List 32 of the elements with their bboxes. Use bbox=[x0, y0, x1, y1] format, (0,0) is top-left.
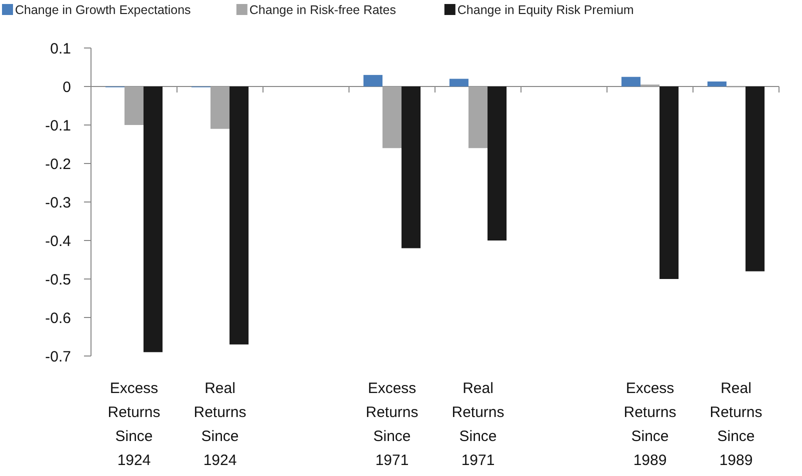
bar bbox=[707, 81, 726, 86]
y-tick-label: -0.5 bbox=[45, 271, 71, 288]
bar bbox=[468, 86, 488, 148]
bar bbox=[449, 78, 468, 86]
y-tick-label: -0.1 bbox=[45, 117, 71, 134]
y-tick-label: -0.7 bbox=[45, 348, 71, 366]
bar bbox=[488, 86, 507, 240]
x-tick-label: Excess Returns Since 1924 bbox=[108, 380, 160, 469]
bar bbox=[230, 86, 249, 344]
bar bbox=[660, 86, 679, 279]
x-tick-label: Real Returns Since 1989 bbox=[710, 380, 762, 469]
bar bbox=[363, 74, 382, 86]
y-tick-label: -0.2 bbox=[45, 156, 71, 173]
bar bbox=[746, 86, 765, 272]
legend-label: Change in Risk-free Rates bbox=[249, 3, 396, 17]
legend-label: Change in Growth Expectations bbox=[15, 3, 191, 17]
bar bbox=[144, 86, 163, 352]
y-tick-label: 0 bbox=[62, 78, 71, 96]
x-tick-label: Excess Returns Since 1971 bbox=[366, 380, 418, 469]
x-tick-label: Real Returns Since 1924 bbox=[194, 380, 246, 469]
bar bbox=[124, 86, 144, 125]
y-tick-label: -0.3 bbox=[45, 194, 71, 212]
y-tick-label: -0.4 bbox=[45, 232, 71, 250]
bar bbox=[382, 86, 402, 148]
y-tick-label: -0.6 bbox=[45, 310, 71, 327]
y-tick-label: 0.1 bbox=[50, 40, 71, 58]
legend-label: Change in Equity Risk Premium bbox=[457, 3, 634, 17]
x-tick-label: Real Returns Since 1971 bbox=[452, 380, 504, 469]
bar bbox=[621, 76, 640, 86]
bar bbox=[402, 86, 421, 248]
bar bbox=[210, 86, 230, 129]
x-tick-label: Excess Returns Since 1989 bbox=[624, 380, 676, 469]
